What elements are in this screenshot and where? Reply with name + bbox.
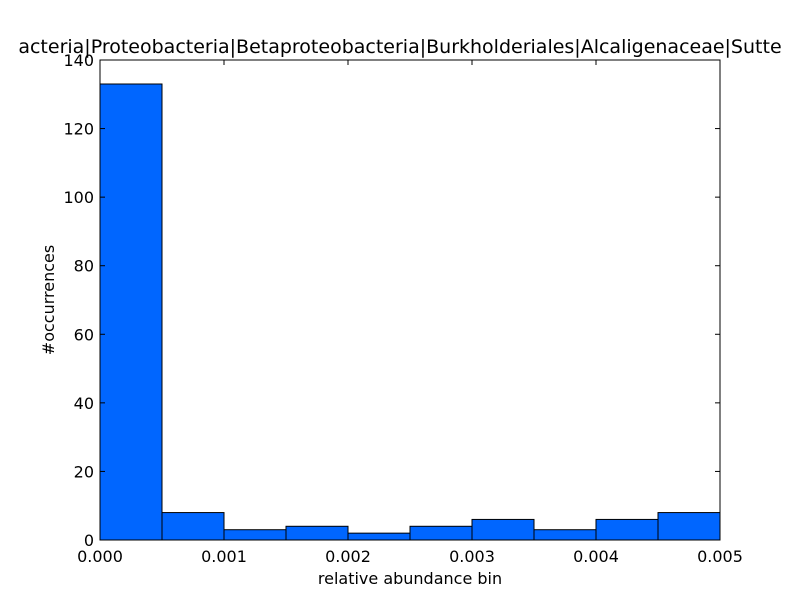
x-tick-label: 0.002 (325, 547, 371, 566)
x-tick-label: 0.004 (573, 547, 619, 566)
y-tick-label: 20 (74, 462, 94, 481)
histogram-bar (99, 83, 163, 541)
y-tick-label: 40 (74, 394, 94, 413)
x-axis-ticks: 0.000 0.001 0.002 0.003 0.004 0.005 (77, 60, 743, 566)
histogram-bar (657, 512, 721, 541)
x-tick-label: 0.001 (201, 547, 247, 566)
histogram-bar (223, 529, 287, 541)
histogram-bar (533, 529, 597, 541)
histogram-bar (285, 525, 349, 541)
y-axis-label: #occurrences (39, 245, 58, 355)
x-tick-label: 0.000 (77, 547, 123, 566)
x-tick-label: 0.003 (449, 547, 495, 566)
y-tick-label: 120 (63, 120, 94, 139)
y-tick-label: 80 (74, 257, 94, 276)
y-tick-label: 60 (74, 325, 94, 344)
y-tick-label: 100 (63, 188, 94, 207)
y-tick-label: 140 (63, 51, 94, 70)
plot-frame (99, 59, 721, 541)
x-tick-label: 0.005 (697, 547, 743, 566)
histogram-bar (471, 518, 535, 541)
histogram-bar (161, 512, 225, 541)
bars-group (99, 83, 721, 541)
x-axis-label: relative abundance bin (318, 569, 502, 588)
y-tick-label: 0 (84, 531, 94, 550)
histogram-bar (595, 518, 659, 541)
y-axis-ticks: 0 20 40 60 80 100 120 140 (63, 51, 720, 550)
chart-title: acteria|Proteobacteria|Betaproteobacteri… (18, 36, 781, 58)
histogram-bar (347, 532, 411, 541)
histogram-bar (409, 525, 473, 541)
